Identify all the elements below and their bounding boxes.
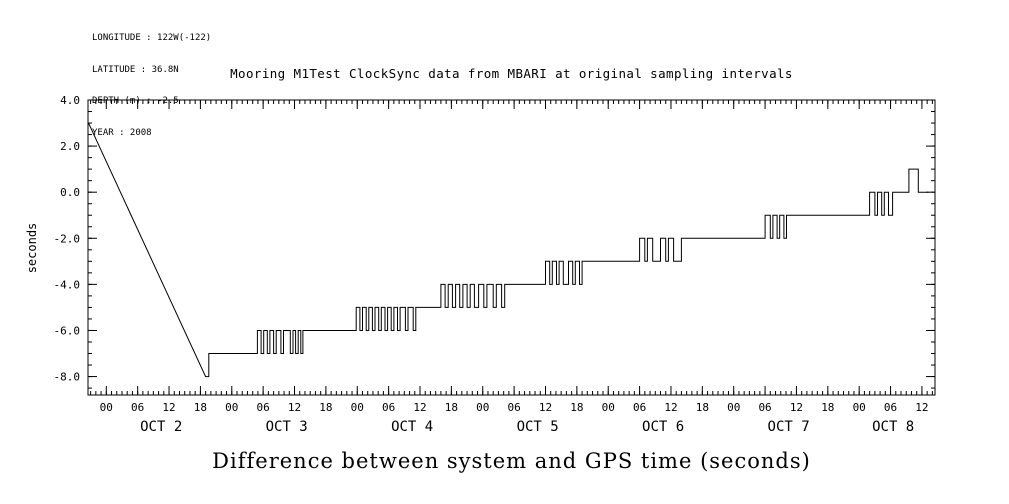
x-tick-label: 12 — [288, 401, 301, 414]
y-tick-label: 2.0 — [60, 140, 80, 153]
latitude-text: LATITUDE : 36.8N — [92, 64, 179, 75]
day-label: OCT 6 — [642, 419, 684, 435]
y-tick-label: -2.0 — [54, 232, 81, 245]
y-tick-label: -4.0 — [54, 278, 81, 291]
x-tick-label: 18 — [445, 401, 458, 414]
x-tick-label: 12 — [664, 401, 677, 414]
x-tick-label: 12 — [915, 401, 928, 414]
x-tick-label: 06 — [758, 401, 771, 414]
y-tick-label: 4.0 — [60, 94, 80, 107]
y-tick-label: -8.0 — [54, 371, 81, 384]
series-line-system_minus_gps_seconds — [88, 122, 929, 378]
x-tick-label: 18 — [570, 401, 583, 414]
day-label: OCT 5 — [517, 419, 559, 435]
day-label: OCT 4 — [391, 419, 433, 435]
x-tick-label: 06 — [884, 401, 897, 414]
chart-caption: Difference between system and GPS time (… — [212, 449, 811, 473]
x-tick-label: 12 — [790, 401, 803, 414]
x-tick-label: 00 — [476, 401, 489, 414]
year-text: YEAR : 2008 — [92, 127, 152, 138]
x-tick-label: 00 — [602, 401, 615, 414]
x-tick-label: 00 — [100, 401, 113, 414]
x-tick-label: 06 — [131, 401, 144, 414]
x-tick-label: 18 — [319, 401, 332, 414]
x-tick-label: 06 — [382, 401, 395, 414]
x-tick-label: 00 — [225, 401, 238, 414]
x-tick-label: 12 — [539, 401, 552, 414]
x-tick-label: 18 — [821, 401, 834, 414]
x-tick-label: 18 — [696, 401, 709, 414]
day-label: OCT 3 — [266, 419, 308, 435]
x-tick-label: 12 — [162, 401, 175, 414]
day-label: OCT 7 — [768, 419, 810, 435]
longitude-text: LONGITUDE : 122W(-122) — [92, 33, 212, 43]
chart-title: Mooring M1Test ClockSync data from MBARI… — [230, 66, 793, 81]
x-tick-label: 06 — [633, 401, 646, 414]
x-tick-label: 18 — [194, 401, 207, 414]
day-label: OCT 2 — [140, 419, 182, 435]
x-tick-label: 06 — [257, 401, 270, 414]
y-axis-label: seconds — [25, 223, 39, 274]
y-tick-label: 0.0 — [60, 186, 80, 199]
x-tick-label: 12 — [413, 401, 426, 414]
day-label: OCT 8 — [872, 419, 914, 435]
y-tick-label: -6.0 — [54, 324, 81, 337]
x-tick-label: 00 — [351, 401, 364, 414]
x-tick-label: 06 — [507, 401, 520, 414]
plot-box — [87, 99, 936, 396]
x-tick-label: 00 — [727, 401, 740, 414]
x-tick-label: 00 — [853, 401, 866, 414]
